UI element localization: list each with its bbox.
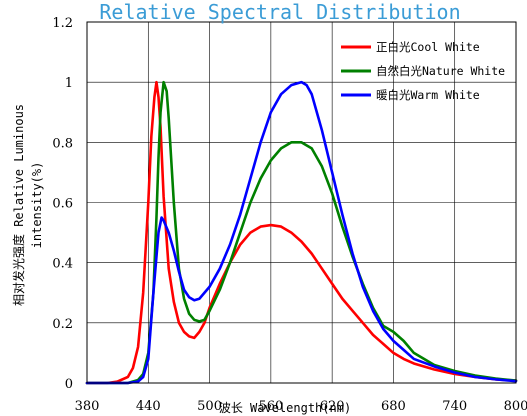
y-axis-label-line1: 相对发光强度 Relative Luminous xyxy=(11,104,26,306)
legend-label: 自然白光Nature White xyxy=(376,64,505,78)
y-tick-label: 0.2 xyxy=(52,317,73,332)
x-tick-label: 680 xyxy=(381,399,406,414)
tick-labels: 380 440 500 560 620 680 740 800 0 0.2 0.4 0.6 0.8 1 1.… xyxy=(52,16,527,414)
legend-label: 正白光Cool White xyxy=(376,40,480,54)
y-tick-label: 1.2 xyxy=(52,16,73,31)
x-tick-label: 620 xyxy=(320,399,345,414)
series-layer xyxy=(85,80,518,385)
series-line-1 xyxy=(85,80,518,385)
x-tick-label: 740 xyxy=(442,399,467,414)
y-tick-label: 0.6 xyxy=(52,197,73,212)
plot-frame xyxy=(86,21,517,384)
legend-label: 暖白光Warm White xyxy=(376,88,480,102)
y-axis-label-line2: intensity(%) xyxy=(30,162,44,249)
x-tick-label: 380 xyxy=(75,399,100,414)
y-tick-label: 1 xyxy=(65,76,73,91)
y-tick-label: 0.8 xyxy=(52,136,73,151)
chart-title: Relative Spectral Distribution xyxy=(99,0,460,24)
x-tick-label: 440 xyxy=(136,399,161,414)
x-tick-label: 560 xyxy=(258,399,283,414)
x-tick-label: 500 xyxy=(197,399,222,414)
legend: 正白光Cool White 自然白光Nature White 暖白光Warm Whi… xyxy=(341,40,505,102)
y-tick-label: 0 xyxy=(65,377,73,392)
x-axis-label: 波长 Wavelength(nm) xyxy=(219,401,351,415)
grid-lines xyxy=(87,22,516,383)
series-line-2 xyxy=(85,80,518,385)
y-tick-label: 0.4 xyxy=(52,257,73,272)
x-tick-label: 800 xyxy=(504,399,527,414)
